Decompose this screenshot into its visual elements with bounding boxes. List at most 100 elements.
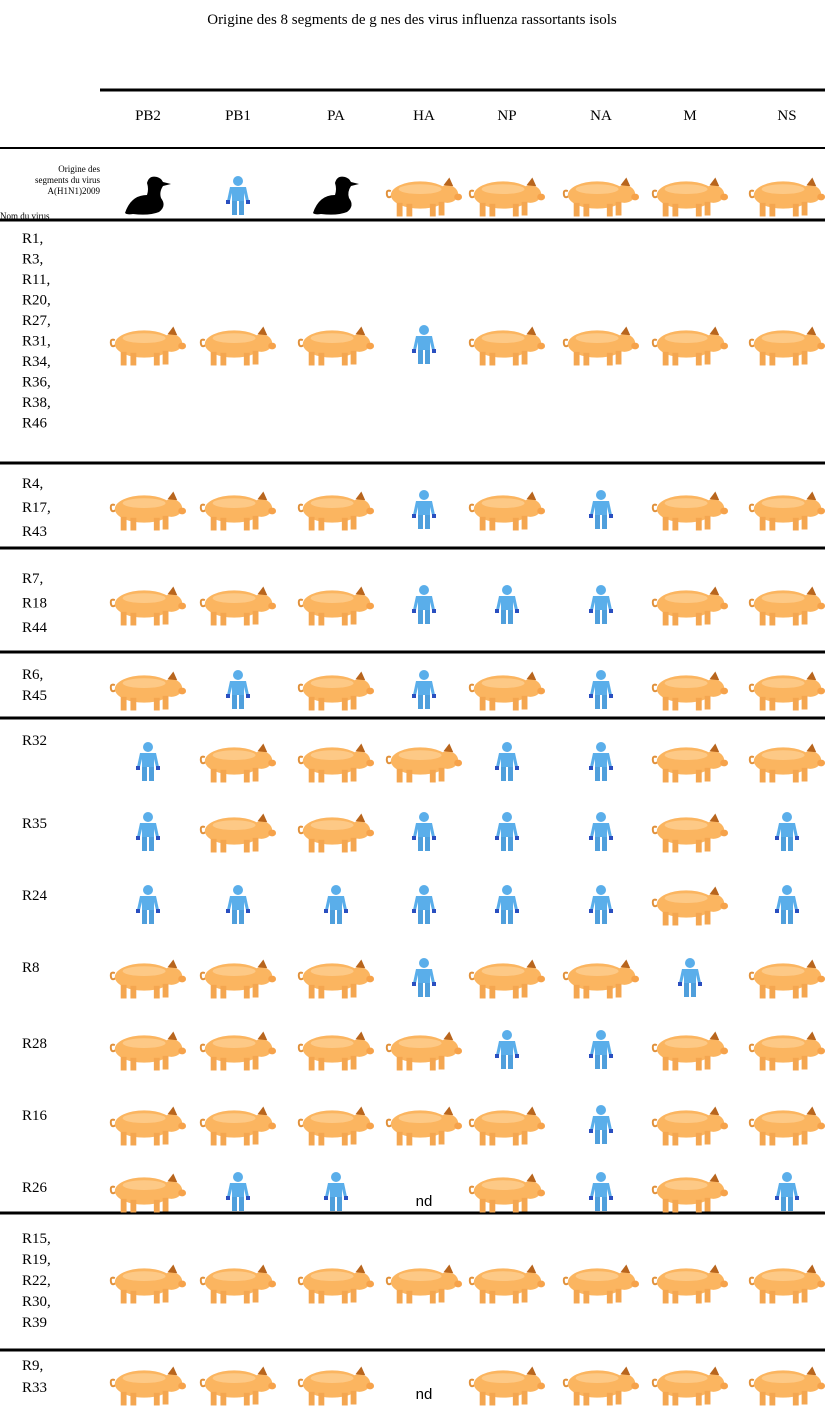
pig-icon	[748, 1030, 825, 1072]
pig-icon	[199, 325, 277, 367]
pig-icon	[468, 958, 546, 1000]
pig-icon	[651, 585, 729, 627]
pig-icon	[468, 1263, 546, 1305]
pig-icon	[562, 958, 640, 1000]
pig-icon	[468, 1172, 546, 1214]
row-label: R45	[22, 688, 47, 704]
row-label: R39	[22, 1315, 47, 1331]
human-icon	[412, 885, 436, 924]
pig-icon	[385, 1105, 463, 1147]
pig-icon	[748, 585, 825, 627]
human-icon	[412, 812, 436, 851]
pig-icon	[199, 1365, 277, 1407]
pig-icon	[651, 1263, 729, 1305]
title: Origine des 8 segments de g nes des viru…	[207, 12, 617, 28]
pig-icon	[651, 1172, 729, 1214]
row-label: R7,	[22, 571, 43, 587]
row-label: R4,	[22, 476, 43, 492]
pig-icon	[748, 1263, 825, 1305]
human-icon	[775, 1172, 799, 1211]
origin-header: A(H1N1)2009	[48, 186, 101, 196]
pig-icon	[199, 812, 277, 854]
row-label: R11,	[22, 272, 50, 288]
human-icon	[775, 885, 799, 924]
row-label: R31,	[22, 334, 51, 350]
pig-icon	[651, 885, 729, 927]
human-icon	[495, 885, 519, 924]
human-icon	[589, 585, 613, 624]
pig-icon	[109, 958, 187, 1000]
pig-icon	[297, 958, 375, 1000]
human-icon	[589, 885, 613, 924]
row-label: R36,	[22, 375, 51, 391]
pig-icon	[297, 812, 375, 854]
pig-icon	[109, 1030, 187, 1072]
pig-icon	[297, 325, 375, 367]
row-label: R43	[22, 524, 47, 540]
column-header: PB1	[225, 108, 251, 124]
human-icon	[226, 176, 250, 215]
row-label: R20,	[22, 293, 51, 309]
pig-icon	[297, 1263, 375, 1305]
human-icon	[589, 812, 613, 851]
column-header: M	[683, 108, 696, 124]
pig-icon	[109, 585, 187, 627]
pig-icon	[651, 176, 729, 218]
human-icon	[412, 325, 436, 364]
pig-icon	[468, 490, 546, 532]
row-label: R8	[22, 960, 40, 976]
human-icon	[226, 1172, 250, 1211]
origin-header: segments du virus	[35, 175, 100, 185]
pig-icon	[562, 1263, 640, 1305]
human-icon	[495, 812, 519, 851]
pig-icon	[199, 1263, 277, 1305]
human-icon	[589, 742, 613, 781]
row-label: R27,	[22, 313, 51, 329]
row-label: R26	[22, 1180, 48, 1196]
row-label: R22,	[22, 1273, 51, 1289]
name-header: Nom du virus	[0, 211, 50, 221]
row-label: R19,	[22, 1252, 51, 1268]
origin-header: Origine des	[58, 164, 100, 174]
pig-icon	[651, 670, 729, 712]
pig-icon	[748, 670, 825, 712]
row-label: R32	[22, 733, 47, 749]
column-header: NS	[777, 108, 796, 124]
human-icon	[495, 742, 519, 781]
pig-icon	[199, 958, 277, 1000]
row-label: R24	[22, 888, 48, 904]
pig-icon	[385, 742, 463, 784]
pig-icon	[651, 1365, 729, 1407]
pig-icon	[297, 1105, 375, 1147]
human-icon	[226, 670, 250, 709]
pig-icon	[297, 1365, 375, 1407]
pig-icon	[199, 742, 277, 784]
pig-icon	[297, 585, 375, 627]
cell-text: nd	[416, 1193, 433, 1210]
pig-icon	[748, 1105, 825, 1147]
row-label: R16	[22, 1108, 48, 1124]
human-icon	[495, 585, 519, 624]
pig-icon	[651, 490, 729, 532]
pig-icon	[468, 1105, 546, 1147]
human-icon	[324, 885, 348, 924]
pig-icon	[385, 1263, 463, 1305]
pig-icon	[199, 490, 277, 532]
pig-icon	[468, 1365, 546, 1407]
row-label: R35	[22, 816, 47, 832]
pig-icon	[109, 670, 187, 712]
human-icon	[589, 1030, 613, 1069]
pig-icon	[199, 1030, 277, 1072]
human-icon	[589, 490, 613, 529]
column-header: PB2	[135, 108, 161, 124]
pig-icon	[748, 742, 825, 784]
pig-icon	[468, 325, 546, 367]
pig-icon	[748, 325, 825, 367]
pig-icon	[562, 325, 640, 367]
pig-icon	[562, 1365, 640, 1407]
row-label: R46	[22, 416, 48, 432]
duck-icon	[313, 176, 359, 215]
pig-icon	[468, 176, 546, 218]
